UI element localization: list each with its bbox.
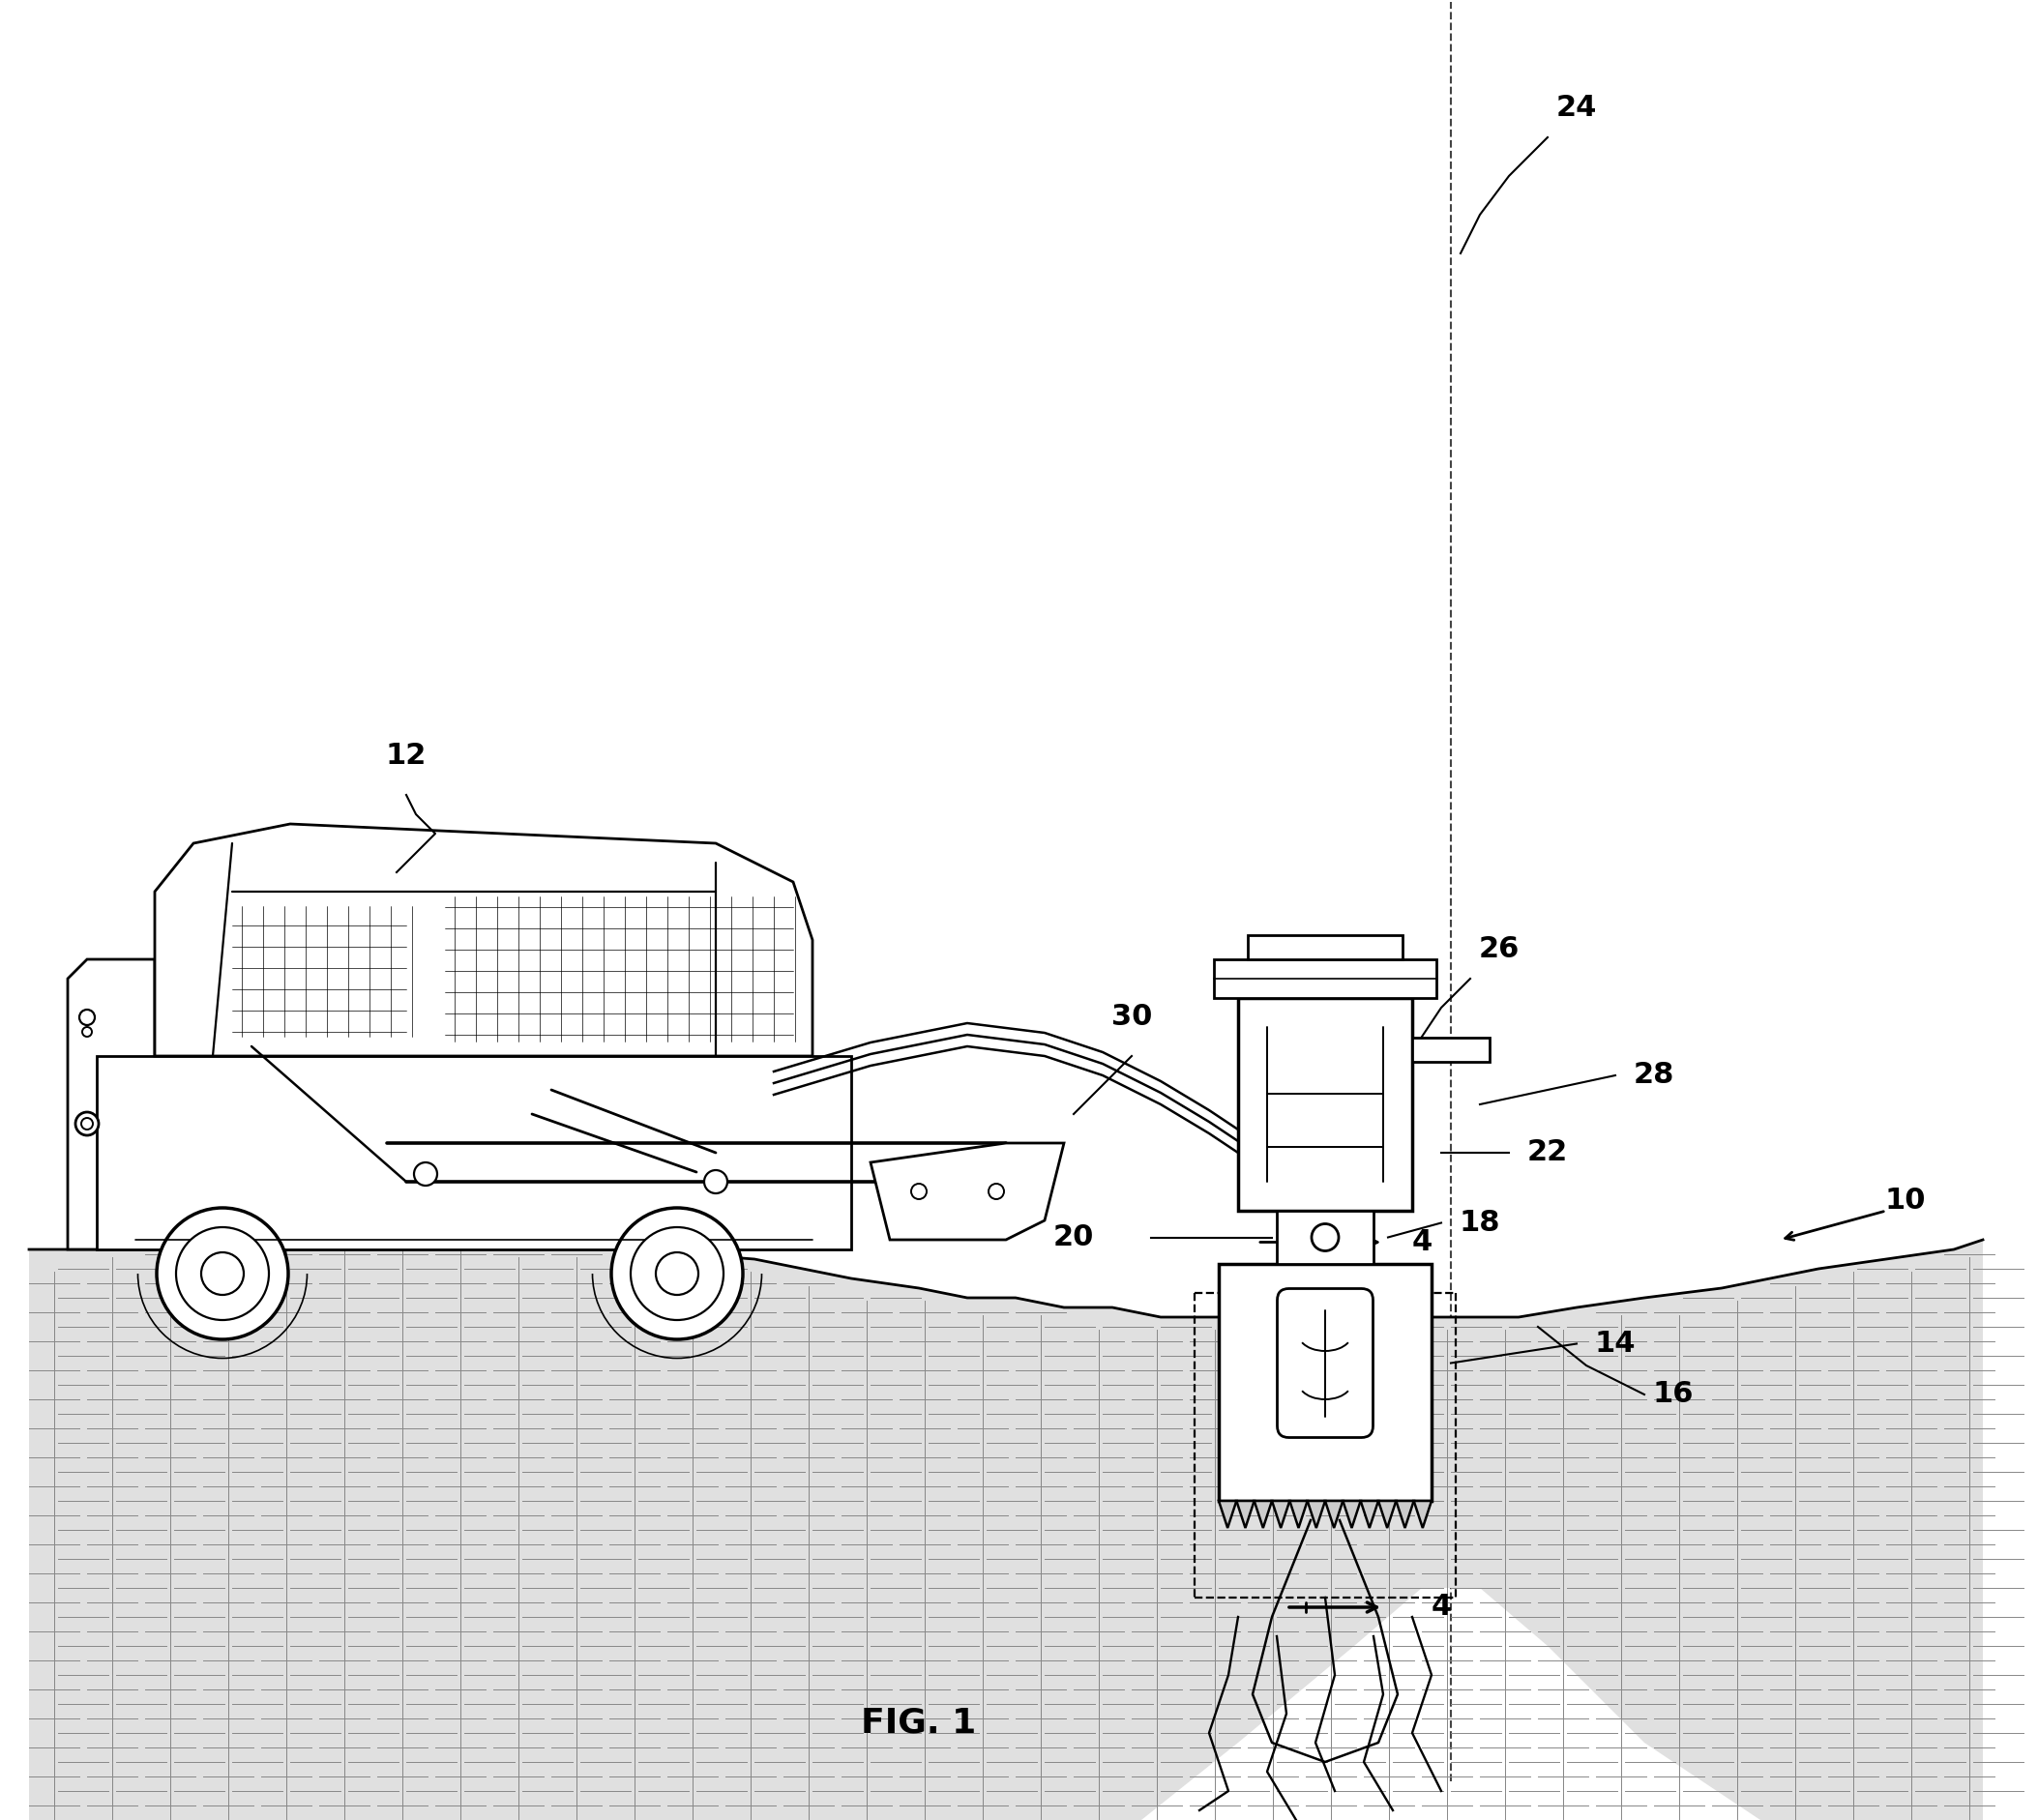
Circle shape (79, 1010, 96, 1025)
Bar (1412, 1037, 1490, 1061)
Text: 16: 16 (1653, 1381, 1694, 1409)
Text: 4: 4 (1431, 1592, 1451, 1622)
Polygon shape (155, 824, 813, 1056)
Polygon shape (870, 1143, 1064, 1239)
Polygon shape (1343, 1502, 1361, 1529)
Bar (1247, 935, 1402, 959)
Circle shape (911, 1183, 927, 1199)
Text: 4: 4 (1412, 1229, 1433, 1256)
Circle shape (175, 1227, 269, 1320)
Text: FIG. 1: FIG. 1 (862, 1707, 976, 1740)
Text: 18: 18 (1459, 1208, 1500, 1238)
Circle shape (630, 1227, 723, 1320)
Text: 10: 10 (1885, 1187, 1926, 1216)
Circle shape (1312, 1223, 1339, 1250)
Bar (96, 1056, 852, 1250)
Circle shape (82, 1026, 92, 1037)
Circle shape (611, 1208, 742, 1340)
Text: 22: 22 (1526, 1139, 1567, 1167)
Polygon shape (1378, 1502, 1396, 1529)
Bar (1276, 1210, 1374, 1263)
Polygon shape (1308, 1502, 1325, 1529)
Polygon shape (1396, 1502, 1414, 1529)
Text: 28: 28 (1634, 1061, 1675, 1090)
Circle shape (202, 1252, 245, 1294)
Circle shape (414, 1163, 438, 1185)
Polygon shape (29, 1221, 1983, 1820)
Text: 30: 30 (1111, 1003, 1151, 1032)
Bar (1237, 997, 1412, 1210)
Text: 20: 20 (1054, 1223, 1094, 1252)
Circle shape (705, 1170, 728, 1194)
Bar (1219, 1263, 1431, 1502)
Circle shape (75, 1112, 98, 1136)
Polygon shape (1237, 1502, 1253, 1529)
Text: 14: 14 (1596, 1330, 1637, 1358)
Polygon shape (1219, 1502, 1237, 1529)
Text: 24: 24 (1557, 95, 1598, 122)
Polygon shape (1325, 1502, 1343, 1529)
Polygon shape (1414, 1502, 1431, 1529)
Text: 26: 26 (1480, 935, 1520, 963)
Polygon shape (1290, 1502, 1308, 1529)
Circle shape (157, 1208, 287, 1340)
Circle shape (656, 1252, 699, 1294)
Polygon shape (1272, 1502, 1290, 1529)
Text: 12: 12 (385, 743, 426, 770)
Polygon shape (67, 959, 155, 1250)
Bar (1215, 959, 1437, 997)
Polygon shape (1253, 1502, 1272, 1529)
Polygon shape (1361, 1502, 1378, 1529)
Circle shape (988, 1183, 1005, 1199)
Circle shape (82, 1117, 94, 1130)
FancyBboxPatch shape (1278, 1289, 1374, 1438)
